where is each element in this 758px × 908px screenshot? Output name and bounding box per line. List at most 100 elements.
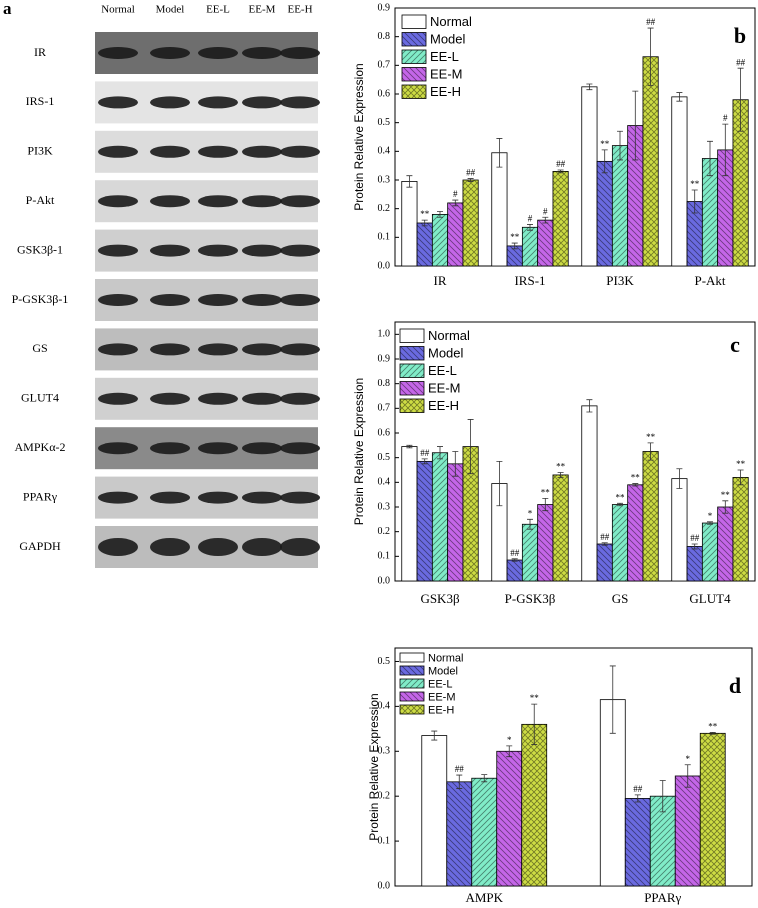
significance-mark: ** bbox=[616, 492, 626, 502]
lane-label: EE-L bbox=[206, 4, 230, 16]
bar bbox=[732, 476, 749, 582]
legend-swatch bbox=[399, 381, 425, 396]
y-tick-label: 0.1 bbox=[378, 232, 391, 243]
legend-label: EE-M bbox=[428, 381, 461, 396]
error-bar bbox=[586, 83, 593, 91]
y-tick-label: 0.2 bbox=[378, 526, 391, 537]
bar bbox=[491, 152, 508, 267]
blot-band bbox=[150, 343, 190, 356]
y-tick-label: 0.4 bbox=[378, 477, 391, 488]
bar bbox=[627, 484, 644, 582]
bar bbox=[686, 546, 703, 582]
blot-band bbox=[98, 442, 138, 455]
bar bbox=[521, 723, 548, 887]
blot-row-label: IR bbox=[34, 45, 46, 59]
legend-label: Normal bbox=[428, 652, 463, 664]
significance-mark: ## bbox=[633, 784, 643, 794]
error-bar bbox=[452, 451, 459, 477]
y-tick-label: 0.6 bbox=[378, 427, 391, 438]
blot-band bbox=[280, 343, 320, 356]
legend-label: Model bbox=[428, 665, 458, 677]
error-bar bbox=[632, 90, 639, 161]
significance-mark: ** bbox=[420, 209, 430, 219]
significance-mark: ## bbox=[466, 168, 476, 178]
blot-band bbox=[280, 244, 320, 257]
blot-band bbox=[98, 538, 138, 556]
legend-label: EE-H bbox=[428, 704, 454, 716]
legend-label: Normal bbox=[430, 14, 472, 29]
blot-band bbox=[280, 392, 320, 405]
error-bar bbox=[542, 497, 549, 512]
blot-band bbox=[198, 343, 238, 356]
error-bar bbox=[527, 518, 533, 530]
blot-band bbox=[242, 244, 282, 257]
blot-band bbox=[280, 47, 320, 59]
error-bar bbox=[531, 703, 538, 745]
legend-swatch bbox=[399, 678, 425, 689]
error-bar bbox=[437, 446, 443, 460]
y-axis-label: Protein Relative Expression bbox=[367, 693, 381, 840]
error-bar bbox=[617, 502, 623, 507]
blot-band bbox=[280, 145, 320, 158]
error-bar bbox=[496, 460, 503, 507]
bar bbox=[447, 463, 464, 582]
blot-band bbox=[150, 392, 190, 405]
blot-band bbox=[198, 244, 238, 257]
error-bar bbox=[506, 745, 513, 758]
bar bbox=[416, 222, 433, 267]
blot-row-label: AMPKα-2 bbox=[15, 440, 66, 454]
error-bar bbox=[707, 140, 713, 177]
y-tick-label: 1.0 bbox=[378, 329, 391, 340]
panel-label: b bbox=[734, 23, 746, 48]
blot-band bbox=[98, 96, 138, 109]
significance-mark: * bbox=[507, 735, 512, 745]
y-tick-label: 0.6 bbox=[378, 88, 391, 99]
blot-band bbox=[198, 442, 238, 455]
blot-band bbox=[242, 343, 282, 356]
y-tick-label: 0.7 bbox=[378, 60, 391, 71]
panel-label: a bbox=[3, 0, 12, 18]
plot-frame bbox=[394, 321, 756, 582]
error-bar bbox=[709, 732, 716, 735]
error-bar bbox=[691, 543, 698, 550]
error-bar bbox=[737, 67, 744, 132]
significance-mark: ## bbox=[556, 159, 566, 169]
significance-mark: * bbox=[708, 511, 713, 521]
y-tick-label: 0.1 bbox=[378, 835, 391, 846]
significance-mark: ## bbox=[455, 764, 465, 774]
legend-swatch bbox=[401, 49, 427, 64]
error-bar bbox=[452, 199, 459, 207]
blot-band bbox=[242, 538, 282, 556]
legend-swatch bbox=[399, 398, 425, 413]
bar bbox=[537, 219, 554, 267]
y-tick-label: 0.8 bbox=[378, 31, 391, 42]
x-tick-label: P-GSK3β bbox=[505, 591, 556, 606]
x-tick-label: IR bbox=[434, 273, 447, 288]
bar bbox=[401, 446, 418, 582]
bar bbox=[642, 56, 659, 267]
legend-swatch bbox=[399, 665, 425, 676]
legend-label: EE-M bbox=[428, 691, 456, 703]
lane-label: EE-M bbox=[249, 4, 276, 16]
bar bbox=[521, 226, 539, 267]
legend-swatch bbox=[401, 84, 427, 99]
blot-row-label: PPARγ bbox=[23, 489, 58, 503]
legend-swatch bbox=[401, 67, 427, 82]
x-tick-label: IRS-1 bbox=[514, 273, 545, 288]
bar bbox=[401, 181, 418, 267]
significance-mark: ** bbox=[631, 473, 641, 483]
blot-band bbox=[98, 343, 138, 356]
error-bar bbox=[632, 483, 639, 487]
y-tick-label: 0.0 bbox=[378, 575, 391, 586]
blot-band bbox=[198, 195, 238, 208]
bar bbox=[416, 460, 433, 582]
y-tick-label: 0.2 bbox=[378, 790, 391, 801]
blot-band bbox=[150, 244, 190, 257]
significance-mark: ## bbox=[420, 448, 430, 458]
significance-mark: ** bbox=[541, 487, 551, 497]
error-bar bbox=[647, 442, 654, 461]
significance-mark: # bbox=[543, 206, 548, 216]
blot-band bbox=[98, 491, 138, 504]
panel-label: d bbox=[729, 673, 741, 698]
